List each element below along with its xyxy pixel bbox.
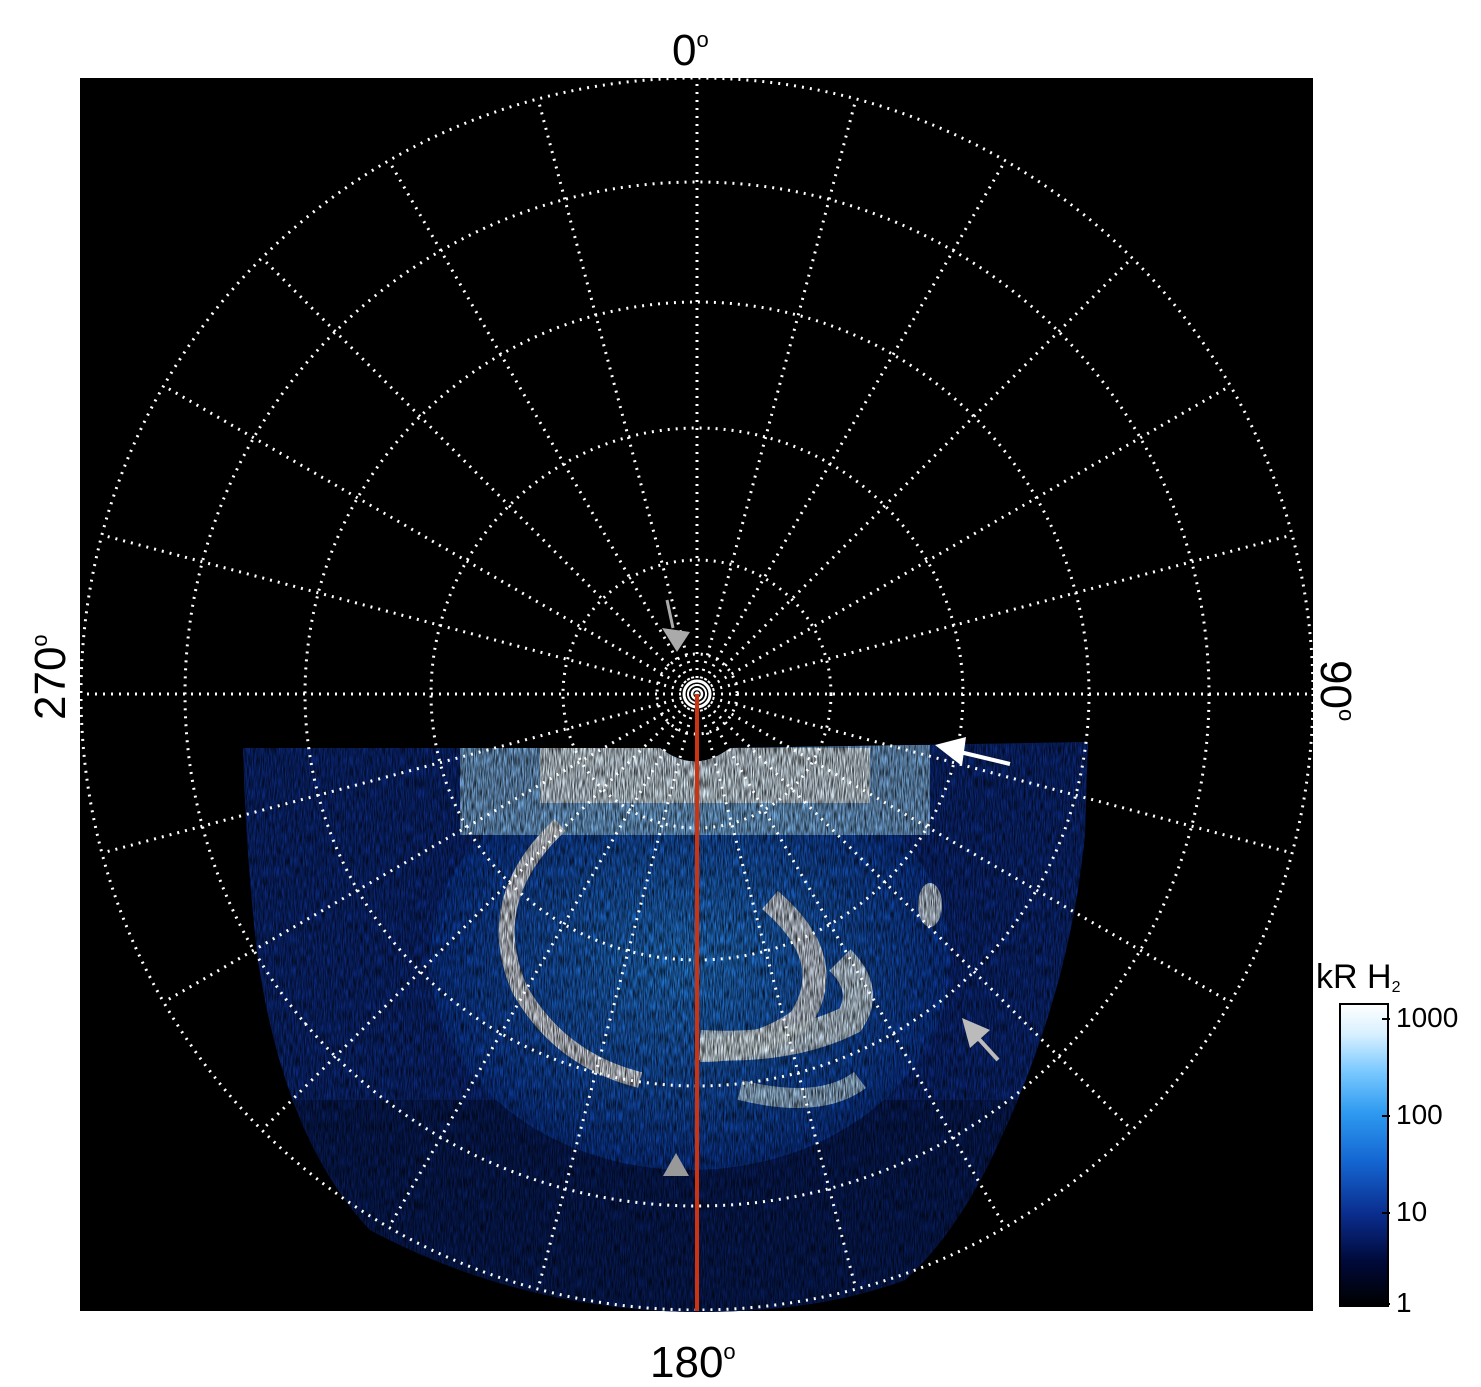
triangle-pole bbox=[662, 599, 690, 652]
colorbar-tick-label: 10 bbox=[1396, 1196, 1428, 1227]
colorbar-tick-label: 1000 bbox=[1396, 1002, 1459, 1033]
longitude-label-270: 270o bbox=[26, 634, 75, 720]
colorbar-ticks bbox=[1382, 1018, 1390, 1305]
colorbar-tick-label: 100 bbox=[1396, 1099, 1443, 1130]
polar-grid bbox=[80, 78, 1313, 1311]
arrow-dusk-gray bbox=[962, 1018, 1000, 1062]
longitude-label-0: 0o bbox=[672, 26, 709, 75]
arrow-dayside-white bbox=[935, 737, 1011, 766]
triangle-oval bbox=[663, 1153, 689, 1176]
colorbar bbox=[1339, 1003, 1389, 1307]
longitude-label-90: 90o bbox=[1311, 660, 1360, 722]
colorbar-tick-label: 1 bbox=[1396, 1287, 1412, 1318]
longitude-label-180: 180o bbox=[650, 1338, 736, 1387]
colorbar-title: kR H2 bbox=[1316, 958, 1401, 996]
